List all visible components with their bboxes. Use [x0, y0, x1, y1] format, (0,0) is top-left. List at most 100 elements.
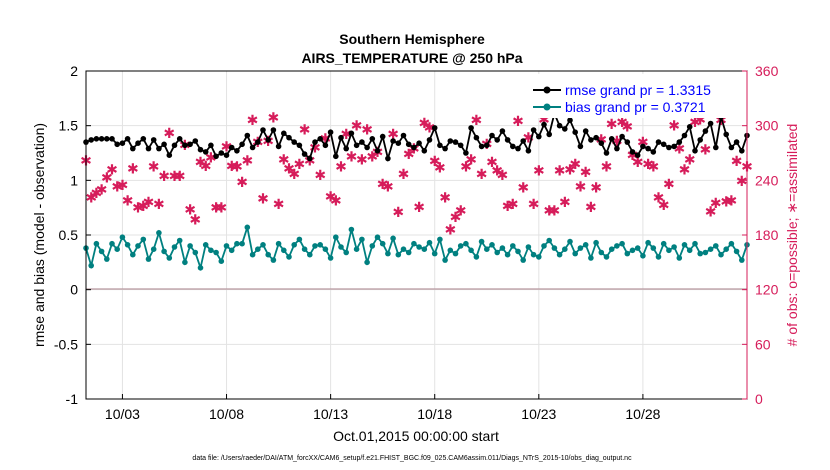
bias-point	[400, 246, 407, 252]
obs-marker: ✱	[356, 152, 368, 168]
obs-marker: ✱	[174, 169, 186, 185]
y2-tick-label: 120	[755, 282, 779, 298]
rmse-point	[374, 148, 381, 154]
bias-point	[327, 255, 334, 261]
obs-marker: ✱	[512, 114, 524, 130]
obs-marker: ✱	[101, 171, 113, 187]
rmse-point	[520, 138, 526, 144]
bias-point	[567, 238, 573, 245]
obs-marker: ✱	[517, 181, 529, 197]
rmse-point	[588, 137, 594, 143]
obs-marker: ✱	[580, 165, 592, 181]
rmse-point	[322, 142, 329, 149]
rmse-point	[176, 136, 183, 142]
obs-marker: ✱	[731, 154, 743, 170]
rmse-point	[156, 145, 162, 152]
rmse-point	[114, 141, 120, 148]
rmse-point	[135, 140, 141, 146]
obs-marker: ✱	[127, 161, 139, 177]
obs-marker: ✱	[143, 195, 155, 211]
rmse-point	[515, 145, 521, 152]
rmse-point	[192, 138, 199, 144]
bias-point	[374, 234, 381, 240]
obs-marker: ✱	[325, 190, 337, 206]
obs-marker: ✱	[455, 203, 467, 219]
obs-marker: ✱	[450, 210, 462, 226]
obs-marker: ✱	[424, 120, 436, 136]
bias-point	[671, 244, 677, 250]
rmse-point	[723, 131, 729, 138]
rmse-point	[291, 139, 298, 145]
rmse-point	[457, 142, 464, 149]
bias-point	[244, 224, 251, 231]
bias-point	[426, 239, 433, 246]
rmse-point	[260, 127, 266, 133]
rmse-point	[567, 117, 573, 123]
rmse-point	[405, 141, 412, 148]
bias-point	[156, 230, 162, 236]
rmse-point	[98, 136, 105, 142]
rmse-point	[640, 143, 646, 150]
rmse-point	[364, 144, 370, 151]
rmse-point	[150, 137, 157, 143]
legend-rmse-marker	[543, 86, 551, 94]
bias-point	[301, 246, 308, 252]
rmse-point	[629, 149, 636, 155]
rmse-point	[671, 143, 677, 150]
rmse-point	[202, 149, 209, 155]
y2-tick-label: 300	[755, 118, 779, 134]
bias-point	[93, 240, 100, 247]
y2-tick-label: 180	[755, 227, 779, 243]
grid	[86, 70, 747, 400]
rmse-point	[603, 150, 610, 156]
bias-point	[588, 255, 594, 261]
rmse-point	[104, 136, 110, 142]
y2-tick-label: 60	[755, 336, 771, 352]
rmse-point	[494, 137, 501, 143]
bias-point	[598, 249, 605, 256]
bias-point	[713, 243, 719, 249]
obs-marker: ✱	[314, 168, 326, 184]
bias-point	[593, 239, 599, 246]
rmse-point	[556, 122, 563, 129]
bias-point	[520, 257, 526, 263]
rmse-point	[327, 129, 334, 135]
obs-marker: ✱	[694, 112, 706, 128]
rmse-point	[130, 145, 136, 152]
obs-marker: ✱	[465, 152, 477, 168]
y-tick-label: 0.5	[59, 227, 79, 243]
rmse-point	[650, 149, 657, 155]
y-tick-label: -1	[66, 391, 79, 407]
obs-marker: ✱	[382, 180, 394, 196]
rmse-point	[426, 137, 433, 143]
obs-marker: ✱	[663, 177, 675, 193]
x-axis-label: Oct.01,2015 00:00:00 start	[333, 428, 499, 444]
bias-point	[353, 246, 360, 252]
rmse-point	[88, 137, 94, 143]
bias-point	[463, 240, 469, 247]
bias-point	[223, 243, 230, 249]
bias-point	[171, 244, 178, 250]
rmse-point	[713, 144, 719, 151]
bias-point	[650, 245, 657, 251]
rmse-point	[530, 127, 537, 133]
y-tick-label: 1.5	[59, 118, 79, 134]
bias-point	[109, 240, 115, 247]
rmse-point	[468, 125, 474, 131]
rmse-point	[437, 142, 443, 149]
bias-point	[197, 265, 204, 271]
bias-point	[281, 247, 287, 254]
rmse-point	[697, 137, 703, 143]
bias-point	[624, 250, 631, 257]
bias-point	[666, 247, 672, 254]
rmse-point	[582, 128, 589, 134]
rmse-point	[624, 139, 631, 145]
obs-marker: ✱	[340, 127, 352, 143]
obs-marker: ✱	[320, 131, 332, 147]
rmse-point	[707, 120, 714, 127]
bias-point	[676, 255, 683, 261]
bias-point	[431, 250, 438, 257]
obs-marker: ✱	[299, 122, 311, 138]
obs-marker: ✱	[538, 112, 550, 128]
bias-point	[452, 250, 459, 257]
